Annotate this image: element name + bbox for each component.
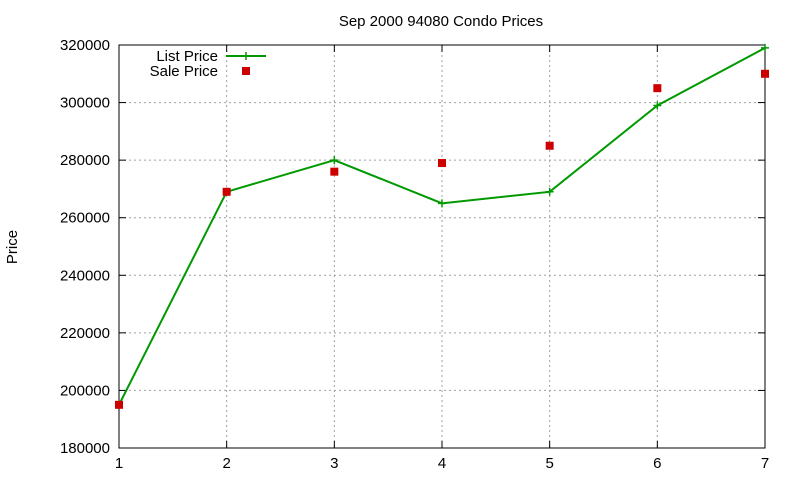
legend-swatch-square (242, 67, 250, 75)
legend-swatch-plus (242, 52, 250, 60)
y-tick-label: 240000 (60, 267, 110, 284)
data-point-plus (438, 199, 446, 208)
data-point-plus (330, 156, 339, 165)
x-tick-label: 5 (545, 455, 553, 472)
x-tick-label: 6 (653, 455, 661, 472)
data-point-plus (653, 101, 662, 110)
data-point-plus (545, 187, 554, 196)
chart-title: Sep 2000 94080 Condo Prices (339, 13, 543, 30)
data-point-square (222, 187, 231, 196)
y-tick-label: 260000 (60, 210, 110, 227)
legend-label: Sale Price (150, 63, 218, 80)
legend-label: List Price (156, 48, 218, 65)
y-tick-label: 200000 (60, 382, 110, 399)
data-point-square (761, 69, 769, 78)
data-point-square (438, 159, 446, 168)
y-tick-label: 220000 (60, 325, 110, 342)
data-point-square (545, 141, 554, 150)
series-layer (115, 43, 769, 409)
x-tick-label: 7 (761, 455, 769, 472)
y-tick-label: 180000 (60, 440, 110, 457)
y-tick-label: 300000 (60, 95, 110, 112)
x-tick-label: 3 (330, 455, 338, 472)
y-axis-label: Price (4, 230, 21, 264)
data-point-square (330, 167, 339, 176)
ticks-layer: 180000 200000 220000 240000 260000 280000 3000… (60, 37, 769, 472)
data-point-square (653, 84, 662, 93)
x-tick-label: 2 (222, 455, 230, 472)
y-tick-label: 280000 (60, 152, 110, 169)
series-sale-price (115, 69, 769, 409)
x-tick-label: 1 (115, 455, 123, 472)
data-point-plus (761, 43, 769, 52)
grid-layer (119, 45, 765, 448)
data-point-square (115, 400, 123, 409)
y-tick-label: 320000 (60, 37, 110, 54)
x-tick-label: 4 (438, 455, 446, 472)
